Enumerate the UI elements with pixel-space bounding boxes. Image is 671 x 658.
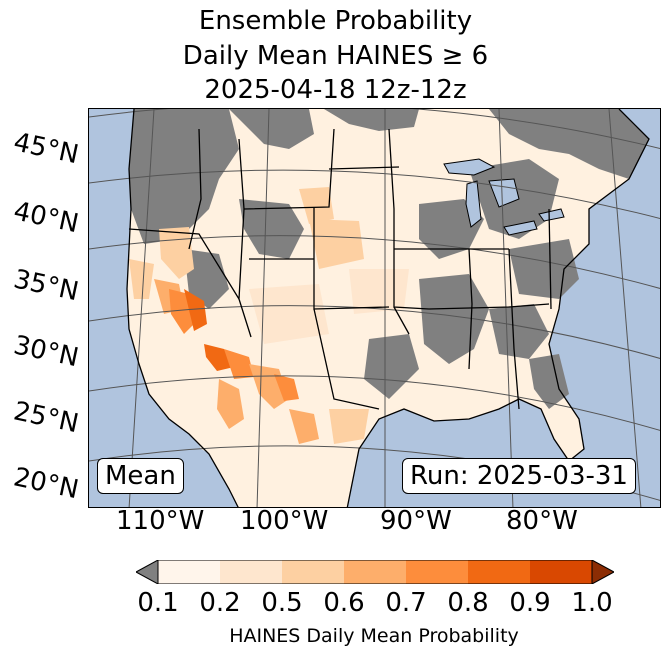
colorbar-segment xyxy=(158,560,220,584)
lat-label-45: 45°N xyxy=(10,127,82,171)
lat-label-35: 35°N xyxy=(10,264,82,308)
colorbar-frame xyxy=(157,560,593,584)
lat-label-40: 40°N xyxy=(10,196,82,240)
lat-label-25: 25°N xyxy=(10,396,82,440)
ensemble-mean-label: Mean xyxy=(97,458,184,494)
colorbar-tick-label: 1.0 xyxy=(571,588,613,618)
land-baja xyxy=(167,344,211,454)
colorbar-over-arrow xyxy=(591,560,614,584)
graticule-lines xyxy=(89,109,660,507)
colorbar-segment xyxy=(406,560,468,584)
map-title-line3: 2025-04-18 12z-12z xyxy=(204,75,467,105)
lon-label-90w: 90°W xyxy=(380,506,452,536)
lat-label-30: 30°N xyxy=(10,330,82,374)
colorbar-label: HAINES Daily Mean Probability xyxy=(229,625,519,647)
colorbar-segment xyxy=(282,560,344,584)
lon-label-110w: 110°W xyxy=(116,506,205,536)
colorbar-under-arrow xyxy=(136,560,159,584)
map-title-line1: Ensemble Probability xyxy=(198,6,473,36)
colorbar-tick-label: 0.5 xyxy=(261,588,303,618)
map-title-line2: Daily Mean HAINES ≥ 6 xyxy=(182,41,489,71)
run-date-label: Run: 2025-03-31 xyxy=(402,458,636,494)
state-borders xyxy=(128,128,552,410)
colorbar-tick-label: 0.7 xyxy=(385,588,427,618)
colorbar-segment xyxy=(344,560,406,584)
map-canvas xyxy=(89,109,660,507)
colorbar-tick-label: 0.8 xyxy=(447,588,489,618)
lon-label-100w: 100°W xyxy=(240,506,329,536)
map-panel: Mean Run: 2025-03-31 xyxy=(88,108,661,508)
colorbar-segment xyxy=(468,560,530,584)
colorbar xyxy=(136,560,614,584)
lat-label-20: 20°N xyxy=(10,462,82,506)
lon-label-80w: 80°W xyxy=(506,506,578,536)
colorbar-tick-label: 0.6 xyxy=(323,588,365,618)
colorbar-tick-label: 0.9 xyxy=(509,588,551,618)
colorbar-tick-label: 0.1 xyxy=(137,588,179,618)
missing-data-regions xyxy=(129,109,649,409)
colorbar-tick-label: 0.2 xyxy=(199,588,241,618)
colorbar-segment xyxy=(220,560,282,584)
colorbar-segment xyxy=(530,560,592,584)
